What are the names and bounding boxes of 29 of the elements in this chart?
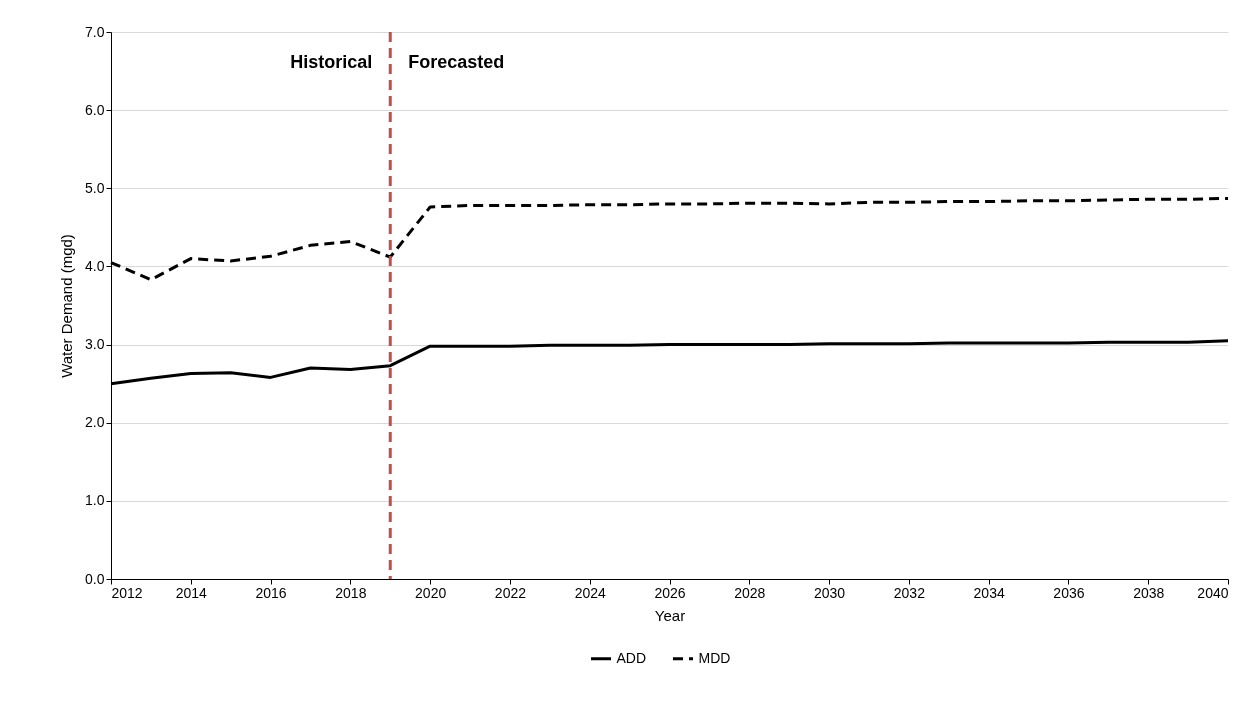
x-tick-label: 2018 [335, 584, 367, 601]
legend-label: MDD [698, 649, 731, 666]
x-tick-label: 2032 [893, 584, 926, 601]
x-tick-label: 2040 [1197, 584, 1229, 601]
y-axis-title: Water Demand (mgd) [58, 234, 76, 378]
x-tick-label: 2024 [574, 584, 606, 601]
x-tick-label: 2016 [255, 584, 287, 601]
x-tick-label: 2038 [1133, 584, 1165, 601]
y-tick-label: 3.0 [85, 336, 105, 353]
y-tick-label: 2.0 [85, 414, 105, 431]
y-tick-label: 1.0 [85, 492, 105, 509]
y-tick-label: 5.0 [85, 179, 105, 196]
x-tick-label: 2014 [175, 584, 208, 601]
x-tick-label: 2026 [654, 584, 686, 601]
x-tick-label: 2028 [734, 584, 766, 601]
x-axis-title: Year [654, 606, 686, 624]
x-tick-label: 2020 [415, 584, 447, 601]
annotation: Forecasted [408, 52, 505, 73]
y-tick-label: 4.0 [85, 257, 105, 274]
x-tick-label: 2030 [813, 584, 846, 601]
x-tick-label: 2034 [973, 584, 1005, 601]
y-tick-label: 0.0 [85, 570, 105, 587]
x-tick-label: 2012 [111, 584, 143, 601]
y-tick-label: 7.0 [85, 23, 105, 40]
x-tick-label: 2022 [494, 584, 527, 601]
y-tick-label: 6.0 [85, 101, 105, 118]
x-tick-label: 2036 [1053, 584, 1085, 601]
annotation: Historical [290, 52, 373, 73]
legend-label: ADD [616, 649, 647, 666]
